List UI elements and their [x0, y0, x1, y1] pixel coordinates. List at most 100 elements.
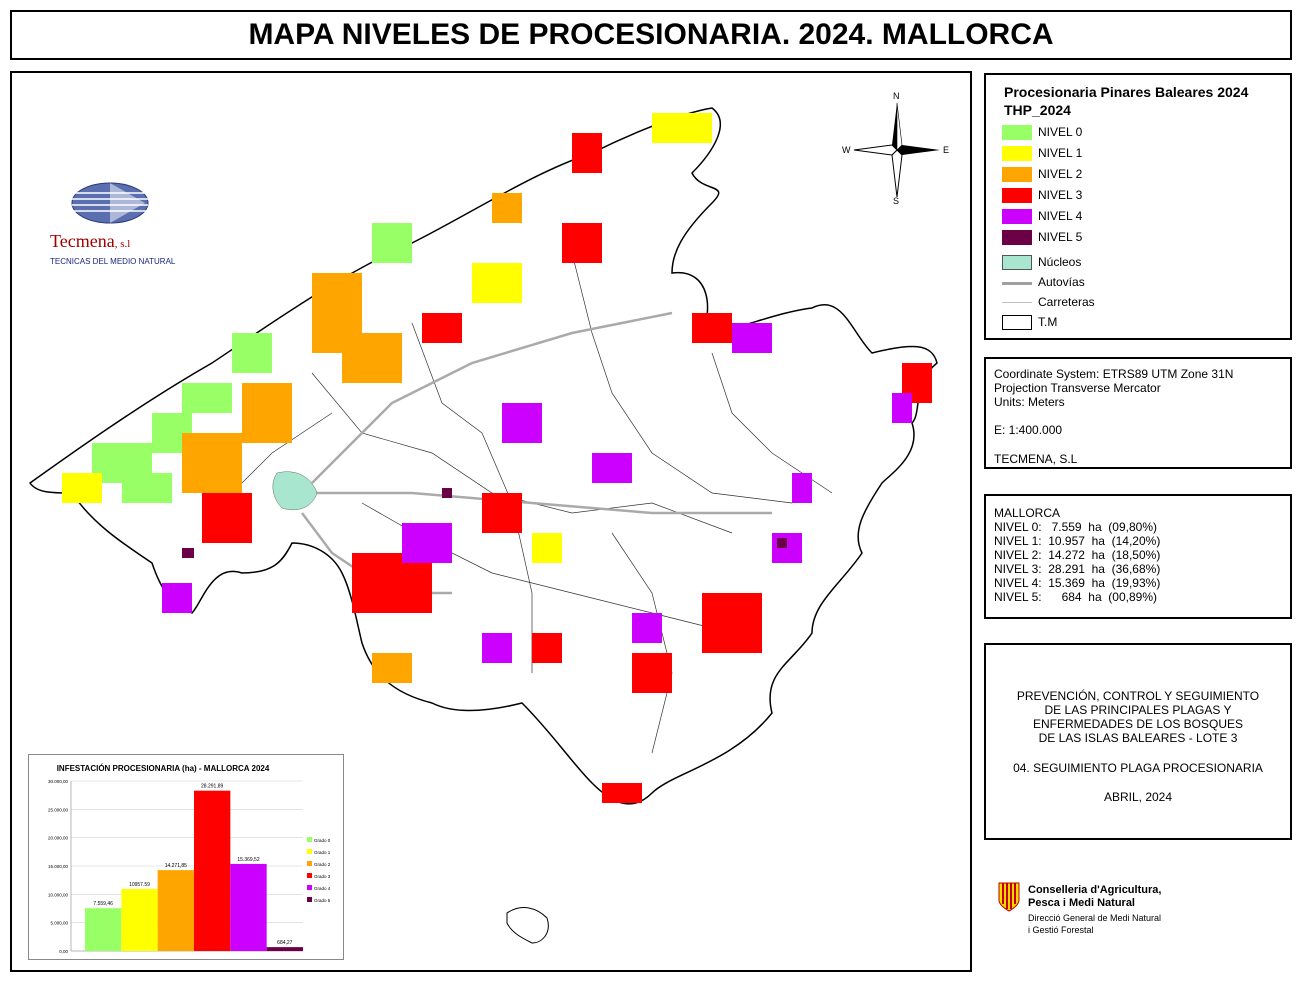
legend-swatch: [1002, 254, 1032, 270]
legend-label: NIVEL 5: [1038, 230, 1083, 244]
stats-row: NIVEL 4: 15.369 ha (19,93%): [994, 576, 1161, 590]
chart-data-label: 14.271,85: [165, 863, 187, 869]
chart-legend-swatch: [307, 849, 312, 854]
nivel-2-areas: [182, 193, 522, 683]
cabrera-island: [506, 907, 549, 944]
chart-legend-swatch: [307, 897, 312, 902]
map-scale: E: 1:400.000: [994, 423, 1063, 437]
chart-data-label: 10957.59: [129, 882, 150, 888]
project-line: PREVENCIÓN, CONTROL Y SEGUIMIENTO: [1016, 689, 1260, 703]
title-box: MAPA NIVELES DE PROCESIONARIA. 2024. MAL…: [10, 10, 1292, 60]
legend-label: NIVEL 2: [1038, 167, 1083, 181]
stats-row: NIVEL 2: 14.272 ha (18,50%): [994, 548, 1161, 562]
legend-label: NIVEL 1: [1038, 146, 1083, 160]
chart-legend-swatch: [307, 837, 312, 842]
west-label: W: [842, 145, 851, 155]
legend-item: Carreteras: [1002, 293, 1095, 311]
legend-item: NIVEL 2: [1002, 165, 1082, 183]
map-canvas: [28, 107, 938, 944]
logo-tagline: TECNICAS DEL MEDIO NATURAL: [50, 257, 176, 266]
stats-row: NIVEL 3: 28.291 ha (36,68%): [994, 562, 1161, 576]
coordinate-panel: Coordinate System: ETRS89 UTM Zone 31N P…: [984, 357, 1292, 469]
chart-legend-label: Grado 5: [314, 898, 331, 903]
legend-item: NIVEL 3: [1002, 186, 1082, 204]
chart-bar: [121, 888, 158, 951]
chart-data-label: 7.559,46: [93, 901, 113, 907]
project-line: DE LAS PRINCIPALES PLAGAS Y: [1044, 703, 1232, 717]
legend-swatch: [1002, 208, 1032, 224]
chart-data-label: 28.291,89: [201, 784, 223, 790]
map-author: TECMENA, S.L: [994, 452, 1078, 466]
east-label: E: [943, 145, 950, 155]
chart-data-label: 684,27: [277, 940, 293, 946]
institution-line1: Conselleria d'Agricultura,: [1028, 884, 1162, 896]
nivel-3-areas: [202, 133, 932, 803]
chart-data-label: 15.369,52: [237, 857, 259, 863]
chart-ytick-label: 5.000,00: [50, 921, 68, 926]
chart-ytick-label: 25.000,00: [48, 807, 69, 812]
legend-swatch: [1002, 295, 1032, 310]
legend-item: NIVEL 5: [1002, 228, 1082, 246]
chart-bar: [230, 863, 267, 951]
tecmena-emblem: [71, 182, 149, 224]
coord-units: Units: Meters: [994, 395, 1065, 409]
legend-label: Carreteras: [1038, 295, 1095, 309]
logo-suffix: , s.l: [114, 238, 131, 250]
logo-name: Tecmena: [50, 231, 115, 251]
infestation-chart: INFESTACIÓN PROCESIONARIA (ha) - MALLORC…: [28, 754, 344, 960]
legend-label: Núcleos: [1038, 255, 1082, 269]
legend-title: Procesionaria Pinares Baleares 2024: [1004, 84, 1249, 100]
chart-ytick-label: 20.000,00: [48, 836, 69, 841]
legend-subtitle: THP_2024: [1004, 102, 1071, 118]
coord-system: Coordinate System: ETRS89 UTM Zone 31N: [994, 367, 1234, 381]
chart-legend-label: Grado 0: [314, 838, 331, 843]
stats-row: NIVEL 0: 7.559 ha (09,80%): [994, 520, 1157, 534]
chart-bar: [266, 947, 303, 951]
legend-panel: Procesionaria Pinares Baleares 2024 THP_…: [984, 73, 1292, 340]
chart-bar: [157, 870, 194, 951]
chart-legend-swatch: [307, 861, 312, 866]
north-label: N: [893, 91, 900, 101]
legend-label: NIVEL 0: [1038, 125, 1083, 139]
project-line: DE LAS ISLAS BALEARES - LOTE 3: [1038, 731, 1238, 745]
chart-bar: [85, 908, 122, 951]
legend-item: T.M: [1002, 313, 1057, 331]
project-subtitle: 04. SEGUIMIENTO PLAGA PROCESIONARIA: [1013, 761, 1263, 775]
coord-projection: Projection Transverse Mercator: [994, 381, 1161, 395]
legend-title-block: Procesionaria Pinares Baleares 2024 THP_…: [1004, 83, 1248, 119]
legend-item: NIVEL 0: [1002, 123, 1082, 141]
legend-label: Autovías: [1038, 275, 1085, 289]
legend-swatch: [1002, 145, 1032, 161]
legend-swatch: [1002, 124, 1032, 140]
institution-line3: Direcció General de Medi Natural: [1028, 913, 1162, 923]
chart-bar: [194, 790, 231, 951]
chart-legend-label: Grado 3: [314, 874, 331, 879]
legend-label: NIVEL 3: [1038, 188, 1083, 202]
legend-swatch: [1002, 314, 1032, 330]
chart-ytick-label: 0,00: [59, 949, 68, 954]
legend-swatch: [1002, 275, 1032, 290]
compass-rose-icon: [853, 102, 940, 198]
chart-ytick-label: 10.000,00: [48, 892, 69, 897]
institution-line2: Pesca i Medi Natural: [1028, 897, 1135, 909]
stats-region: MALLORCA: [994, 506, 1061, 520]
legend-item: NIVEL 1: [1002, 144, 1082, 162]
nivel-5-areas: [182, 488, 787, 558]
balearic-shield-icon: [998, 882, 1020, 912]
project-panel: PREVENCIÓN, CONTROL Y SEGUIMIENTO DE LAS…: [984, 643, 1292, 840]
legend-swatch: [1002, 166, 1032, 182]
north-arrow: N S W E: [842, 91, 952, 208]
palma-nucleus: [272, 471, 318, 511]
tecmena-logo: Tecmena, s.l TECNICAS DEL MEDIO NATURAL: [50, 173, 190, 283]
legend-swatch: [1002, 187, 1032, 203]
legend-item: NIVEL 4: [1002, 207, 1082, 225]
legend-swatch: [1002, 229, 1032, 245]
chart-svg: INFESTACIÓN PROCESIONARIA (ha) - MALLORC…: [48, 764, 331, 954]
legend-label: NIVEL 4: [1038, 209, 1083, 223]
chart-ytick-label: 30.000,00: [48, 779, 69, 784]
chart-legend-swatch: [307, 885, 312, 890]
stats-row: NIVEL 1: 10.957 ha (14,20%): [994, 534, 1161, 548]
nivel-0-areas: [92, 223, 412, 503]
legend-label: T.M: [1038, 315, 1058, 329]
stats-panel: MALLORCA NIVEL 0: 7.559 ha (09,80%) NIVE…: [984, 494, 1292, 619]
